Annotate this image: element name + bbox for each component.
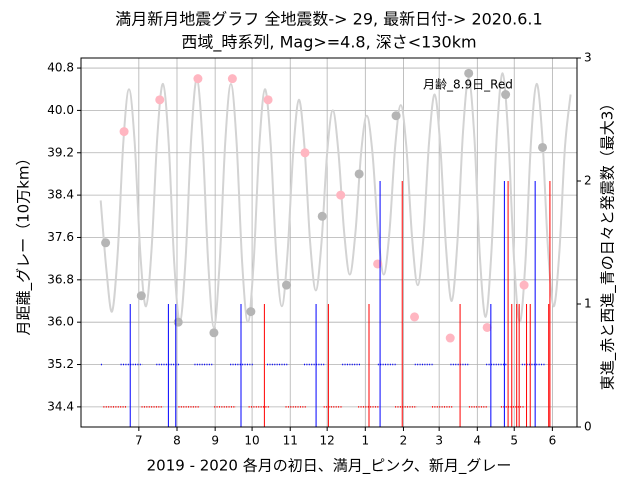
quake-bar [548, 304, 550, 427]
moon-point [173, 317, 183, 327]
annotation: 月齢_8.9日_Red [423, 77, 513, 92]
y-axis-label: 月距離_グレー（10万km） [15, 151, 34, 336]
moon-point [410, 312, 420, 322]
moon-point [354, 169, 364, 179]
y-tick-label: 34.4 [47, 399, 74, 413]
x-tick-label: 9 [211, 434, 219, 448]
quake-bar [240, 304, 242, 427]
moon-point [209, 328, 219, 338]
y2-tick-label: 3 [584, 51, 592, 65]
quake-bar [529, 304, 531, 427]
x-tick-label: 10 [244, 434, 259, 448]
quake-bar [511, 304, 513, 427]
quake-bar [459, 304, 461, 427]
x-tick-label: 4 [473, 434, 481, 448]
x-tick-label: 2 [400, 434, 408, 448]
moon-point [119, 127, 129, 137]
y2-tick-label: 1 [584, 297, 592, 311]
quake-bar [518, 304, 520, 427]
y-tick-label: 36.8 [47, 272, 74, 286]
quake-bar [503, 181, 505, 427]
moon-point [391, 111, 401, 121]
moon-point [300, 148, 310, 158]
moon-point [336, 190, 346, 200]
moon-point [482, 322, 492, 332]
quake-bar [507, 181, 509, 427]
x-tick-label: 5 [510, 434, 518, 448]
quake-bar [129, 304, 131, 427]
y2-axis-label: 東進_赤と西進_青の日々と発震数（最大3） [599, 96, 618, 391]
moon-point [193, 74, 203, 84]
quake-bar [401, 181, 403, 427]
y-tick-label: 35.2 [47, 357, 74, 371]
moon-point [282, 280, 292, 290]
y-tick-label: 40.0 [47, 103, 74, 117]
moon-point [538, 142, 548, 152]
quake-bar [534, 181, 536, 427]
moon-point [227, 74, 237, 84]
moon-point [501, 90, 511, 100]
moon-point [155, 95, 165, 105]
x-tick-label: 11 [283, 434, 298, 448]
x-axis-label: 2019 - 2020 各月の初日、満月_ピンク、新月_グレー [147, 457, 512, 476]
quake-bar [263, 304, 265, 427]
quake-bar [327, 304, 329, 427]
quake-bar [516, 304, 518, 427]
chart-subtitle: 西域_時系列, Mag>=4.8, 深さ<130km [181, 33, 476, 53]
quake-bar [549, 181, 551, 427]
moon-point [136, 291, 146, 301]
y-tick-label: 36.0 [47, 315, 74, 329]
x-tick-label: 1 [361, 434, 369, 448]
quake-bar [379, 181, 381, 427]
quake-bar [526, 304, 528, 427]
moon-point [101, 238, 111, 248]
x-tick-label: 6 [549, 434, 557, 448]
chart-title: 満月新月地震グラフ 全地震数-> 29, 最新日付-> 2020.6.1 [115, 10, 542, 29]
quake-bar [368, 304, 370, 427]
y2-tick-label: 0 [584, 420, 592, 434]
quake-bar [175, 304, 177, 427]
x-tick-label: 3 [435, 434, 443, 448]
quake-bar [315, 304, 317, 427]
moon-point [317, 211, 327, 221]
y-tick-label: 38.4 [47, 188, 74, 202]
moon-point [445, 333, 455, 343]
y2-tick-label: 2 [584, 174, 592, 188]
quake-bar [490, 304, 492, 427]
plot-frame [80, 57, 578, 428]
y-tick-label: 40.8 [47, 61, 74, 75]
moon-point [519, 280, 529, 290]
moon-point [373, 259, 383, 269]
moon-point [464, 68, 474, 78]
y-tick-label: 39.2 [47, 145, 74, 159]
quake-bar [167, 304, 169, 427]
x-tick-label: 8 [173, 434, 181, 448]
x-tick-label: 7 [135, 434, 143, 448]
y-tick-label: 37.6 [47, 230, 74, 244]
moon-point [246, 307, 256, 317]
x-tick-label: 12 [320, 434, 335, 448]
moon-point [263, 95, 273, 105]
